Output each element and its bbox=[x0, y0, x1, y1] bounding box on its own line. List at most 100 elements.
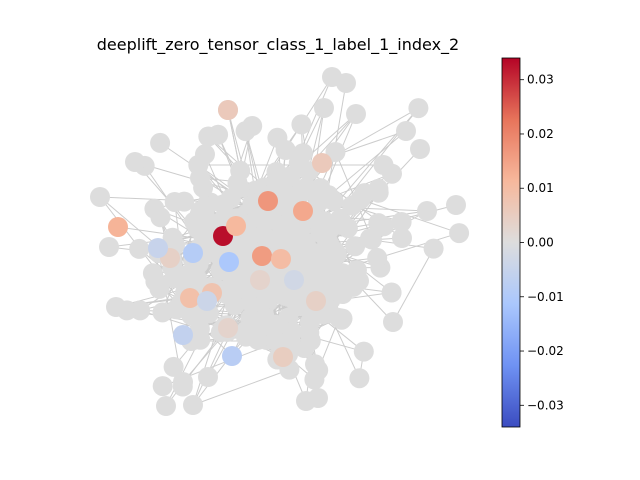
graph-node bbox=[410, 139, 430, 159]
graph-node bbox=[190, 329, 211, 350]
graph-node bbox=[145, 271, 166, 292]
graph-node bbox=[336, 73, 356, 93]
graph-node bbox=[391, 212, 412, 232]
graph-node bbox=[230, 160, 251, 181]
graph-node bbox=[292, 143, 313, 164]
graph-node-highlighted bbox=[312, 153, 332, 173]
graph-node bbox=[163, 356, 184, 377]
colorbar-tick-label: 0.01 bbox=[527, 181, 554, 195]
graph-node bbox=[282, 321, 303, 342]
graph-node bbox=[198, 126, 219, 147]
chart-title: deeplift_zero_tensor_class_1_label_1_ind… bbox=[97, 35, 459, 55]
colorbar-tick-label: −0.02 bbox=[527, 344, 564, 358]
graph-node bbox=[317, 255, 338, 276]
graph-node bbox=[446, 195, 466, 215]
graph-edge bbox=[139, 309, 201, 330]
graph-node-highlighted bbox=[183, 243, 203, 263]
graph-node bbox=[392, 228, 412, 248]
graph-node bbox=[266, 331, 287, 351]
graph-node bbox=[106, 297, 126, 317]
graph-nodes bbox=[90, 67, 470, 416]
graph-node bbox=[186, 271, 207, 292]
graph-node bbox=[449, 223, 470, 244]
graph-node bbox=[190, 167, 210, 188]
graph-node-highlighted bbox=[219, 252, 239, 272]
graph-node bbox=[256, 228, 277, 249]
colorbar-tick-label: −0.01 bbox=[527, 290, 564, 304]
graph-node bbox=[396, 121, 416, 141]
graph-node bbox=[236, 320, 257, 341]
graph-node bbox=[308, 360, 329, 381]
graph-node-highlighted bbox=[258, 191, 278, 211]
graph-node bbox=[184, 211, 205, 232]
graph-node-highlighted bbox=[180, 288, 200, 308]
graph-node-highlighted bbox=[108, 217, 128, 237]
colorbar-ticks: 0.03 0.02 0.01 0.00 −0.01 −0.02 −0.03 bbox=[520, 73, 564, 412]
graph-node-highlighted bbox=[271, 249, 291, 269]
graph-node bbox=[349, 368, 370, 389]
graph-node bbox=[198, 367, 218, 387]
graph-node bbox=[308, 388, 328, 408]
graph-node bbox=[280, 166, 301, 187]
graph-node bbox=[367, 247, 388, 268]
graph-node-highlighted bbox=[218, 100, 238, 120]
colorbar-gradient bbox=[501, 57, 521, 428]
graph-node-highlighted bbox=[273, 347, 293, 367]
graph-node bbox=[408, 98, 429, 119]
graph-node bbox=[283, 215, 304, 236]
graph-node-highlighted bbox=[173, 325, 193, 345]
graph-node bbox=[144, 198, 165, 219]
colorbar-tick-label: 0.02 bbox=[527, 127, 554, 141]
graph-node bbox=[314, 98, 334, 118]
graph-node bbox=[383, 312, 403, 332]
graph-node bbox=[353, 341, 374, 362]
graph-node bbox=[152, 376, 173, 397]
graph-node bbox=[417, 201, 437, 221]
graph-node bbox=[323, 190, 344, 211]
graph-node bbox=[346, 260, 367, 281]
graph-node bbox=[330, 214, 351, 235]
graph-node bbox=[173, 372, 193, 392]
graph-node bbox=[318, 232, 339, 253]
graph-node bbox=[275, 140, 296, 160]
graph-node bbox=[240, 292, 261, 313]
graph-node bbox=[166, 299, 187, 320]
graph-node bbox=[423, 238, 444, 259]
graph-node-highlighted bbox=[148, 238, 168, 258]
graph-node bbox=[156, 396, 176, 416]
graph-node bbox=[360, 228, 380, 249]
graph-node bbox=[329, 308, 350, 328]
graph-node bbox=[150, 132, 171, 153]
graph-node bbox=[90, 187, 110, 207]
graph-node bbox=[382, 163, 402, 184]
colorbar-tick-label: 0.00 bbox=[527, 236, 554, 250]
graph-node bbox=[381, 282, 402, 303]
graph-node bbox=[174, 191, 195, 212]
graph-edge bbox=[392, 248, 435, 323]
graph-node-highlighted bbox=[222, 346, 242, 366]
graph-node bbox=[342, 195, 363, 216]
graph-node-highlighted bbox=[306, 291, 326, 311]
graph-node bbox=[99, 237, 119, 257]
graph-node-highlighted bbox=[226, 216, 246, 236]
graph-node bbox=[291, 114, 312, 135]
graph-node-highlighted bbox=[284, 270, 304, 290]
colorbar: 0.03 0.02 0.01 0.00 −0.01 −0.02 −0.03 bbox=[501, 57, 564, 428]
graph-node-highlighted bbox=[197, 291, 217, 311]
colorbar-tick-label: −0.03 bbox=[527, 398, 564, 412]
graph-node-highlighted bbox=[250, 270, 270, 290]
graph-node bbox=[345, 236, 366, 257]
graph-node bbox=[235, 121, 256, 142]
graph-node-highlighted bbox=[293, 201, 313, 221]
colorbar-tick-label: 0.03 bbox=[527, 73, 554, 87]
graph-node bbox=[300, 330, 321, 351]
graph-node bbox=[325, 142, 346, 162]
graph-node bbox=[346, 104, 366, 124]
graph-node bbox=[183, 395, 203, 415]
graph-node bbox=[373, 216, 394, 237]
graph-node bbox=[302, 242, 323, 263]
graph-node bbox=[125, 152, 145, 172]
graph-node bbox=[213, 194, 234, 215]
graph-node-highlighted bbox=[252, 246, 272, 266]
